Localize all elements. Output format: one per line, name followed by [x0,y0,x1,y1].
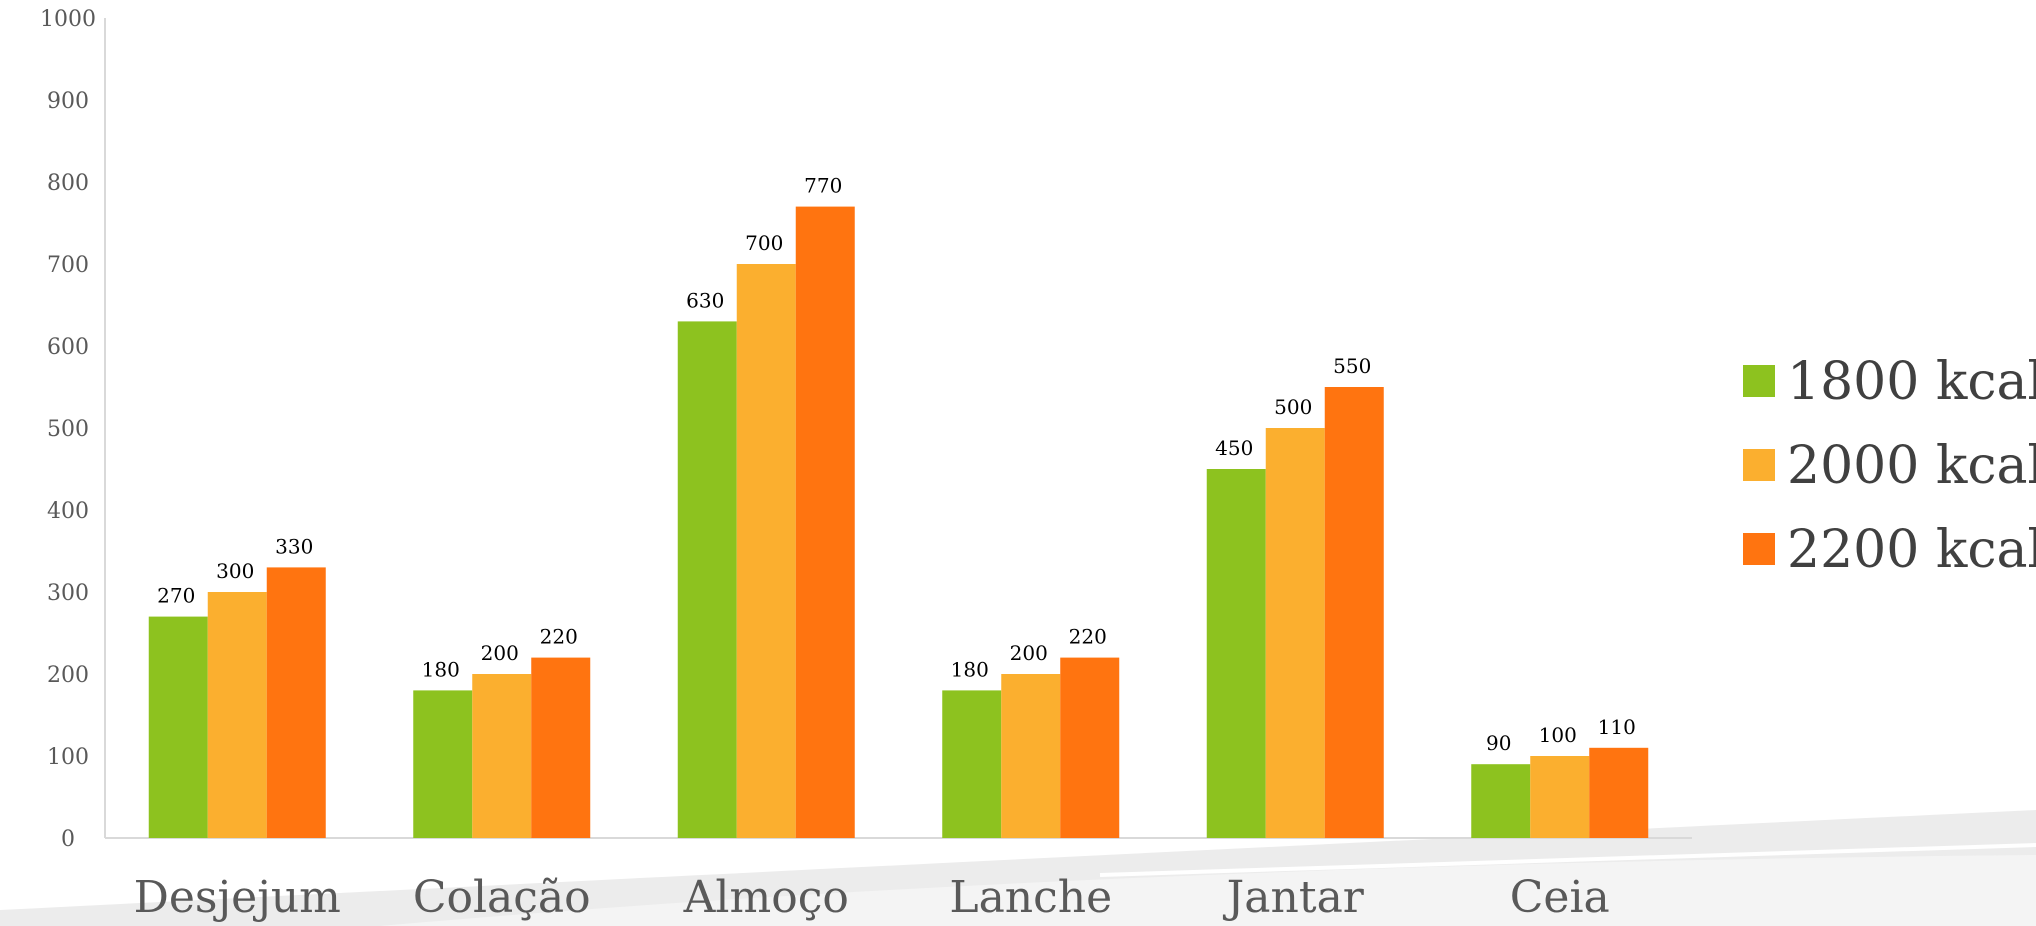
y-tick-label: 200 [47,663,89,688]
bar [472,674,532,838]
data-label: 220 [1069,625,1107,649]
bar [677,321,737,838]
bar [1060,657,1120,838]
data-label: 300 [216,559,254,583]
y-tick-label: 100 [47,745,89,770]
data-label: 220 [540,625,578,649]
data-label: 700 [745,231,783,255]
bar [413,690,473,838]
category-label: Lanche [949,872,1112,923]
bar [207,592,267,838]
bars [148,206,1649,839]
legend: 1800 kcal 2000 kcal 2200 kcal [1743,352,2036,580]
bar [148,616,208,838]
legend-swatch [1743,365,1775,397]
axes [104,18,1692,839]
legend-label: 2200 kcal [1787,520,2036,580]
category-label: Colação [413,872,591,923]
y-tick-label: 400 [47,499,89,524]
data-label: 450 [1215,436,1253,460]
bar [1001,674,1061,838]
data-label: 630 [686,288,724,312]
bar [531,657,591,838]
bar [795,206,855,839]
legend-swatch [1743,449,1775,481]
y-tick-label: 600 [47,335,89,360]
legend-swatch [1743,533,1775,565]
category-label: Desjejum [134,872,341,923]
y-tick-label: 800 [47,171,89,196]
bar [1471,764,1531,838]
y-tick-label: 900 [47,89,89,114]
category-label: Almoço [683,872,849,923]
bar [1530,756,1590,838]
category-label: Ceia [1510,872,1610,923]
data-label: 180 [422,657,460,681]
bar [266,567,326,838]
bar [1324,387,1384,838]
data-label: 100 [1539,723,1577,747]
data-label: 90 [1486,731,1511,755]
data-label: 200 [481,641,519,665]
data-label: 200 [1010,641,1048,665]
bar [1265,428,1325,838]
data-label: 550 [1333,354,1371,378]
bar [1589,747,1649,838]
y-tick-label: 500 [47,417,89,442]
bar [1206,469,1266,838]
category-label: Jantar [1223,872,1365,923]
category-labels: Desjejum Colação Almoço Lanche Jantar Ceia [134,872,1610,923]
legend-label: 1800 kcal [1787,352,2036,412]
data-label: 770 [804,174,842,198]
data-label: 110 [1598,715,1636,739]
data-label: 330 [275,534,313,558]
legend-label: 2000 kcal [1787,436,2036,496]
data-label: 500 [1274,395,1312,419]
bar [736,264,796,838]
data-label: 180 [951,657,989,681]
y-tick-label: 1000 [40,7,96,32]
y-tick-labels: 0 100 200 300 400 500 600 700 800 900 1000 [40,7,96,852]
y-tick-label: 0 [61,827,75,852]
data-label: 270 [157,584,195,608]
y-tick-label: 300 [47,581,89,606]
data-labels: 270 300 330 180 200 220 630 700 770 180 200 220 450 5… [157,174,1636,756]
y-tick-label: 700 [47,253,89,278]
bar [942,690,1002,838]
